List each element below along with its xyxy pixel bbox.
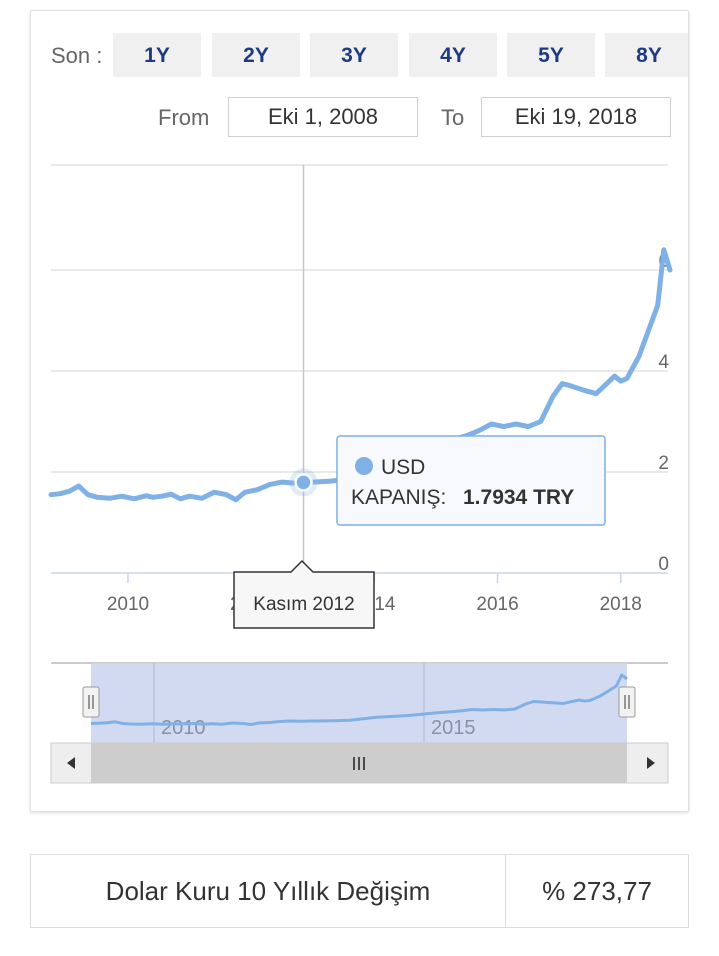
from-label: From bbox=[158, 105, 210, 130]
tooltip-series-marker bbox=[355, 457, 373, 475]
highlight-point[interactable] bbox=[294, 473, 313, 492]
navigator-label-2010: 2010 bbox=[161, 717, 206, 739]
x-tick-label-2010: 2010 bbox=[107, 594, 149, 615]
scroll-right-arrow-icon[interactable] bbox=[647, 757, 655, 769]
tooltip-series-name: USD bbox=[381, 456, 425, 479]
navigator-series-line bbox=[90, 673, 628, 726]
tooltip-value: 1.7934 TRY bbox=[463, 486, 574, 509]
x-tick-label-2018: 2018 bbox=[600, 594, 642, 615]
summary-value: % 273,77 bbox=[542, 876, 652, 906]
range-button-1y[interactable]: 1Y bbox=[113, 33, 201, 77]
navigator-label-2015: 2015 bbox=[431, 717, 476, 739]
tooltip-value-label: KAPANIŞ: bbox=[351, 486, 446, 509]
range-button-5y[interactable]: 5Y bbox=[507, 33, 595, 77]
summary-label: Dolar Kuru 10 Yıllık Değişim bbox=[31, 855, 506, 927]
scrollbar[interactable]: III bbox=[50, 742, 669, 784]
summary-table: Dolar Kuru 10 Yıllık Değişim % 273,77 bbox=[30, 854, 689, 928]
range-button-8y[interactable]: 8Y bbox=[605, 33, 688, 77]
tooltip: USD KAPANIŞ: 1.7934 TRY bbox=[336, 435, 606, 526]
range-button-3y[interactable]: 3Y bbox=[310, 33, 398, 77]
navigator-left-handle[interactable] bbox=[82, 686, 100, 718]
y-tick-label-0: 0 bbox=[658, 554, 669, 575]
navigator[interactable]: 2010 2015 bbox=[51, 662, 668, 743]
date-flag: Kasım 2012 bbox=[233, 559, 375, 629]
from-date-input[interactable]: Eki 1, 2008 bbox=[228, 97, 418, 137]
range-label: Son : bbox=[51, 43, 103, 68]
date-flag-label: Kasım 2012 bbox=[253, 594, 354, 615]
chart-card: Son : 1Y 2Y 3Y 4Y 5Y 8Y From Eki 1, 2008… bbox=[30, 10, 689, 812]
to-label: To bbox=[441, 105, 465, 130]
range-button-4y[interactable]: 4Y bbox=[409, 33, 497, 77]
range-button-2y[interactable]: 2Y bbox=[212, 33, 300, 77]
scrollbar-thumb[interactable] bbox=[91, 743, 627, 783]
scrollbar-grip: III bbox=[351, 754, 366, 774]
y-tick-label-4: 4 bbox=[658, 352, 669, 373]
navigator-right-handle[interactable] bbox=[618, 686, 636, 718]
x-tick-label-2016: 2016 bbox=[476, 594, 518, 615]
scroll-left-arrow-icon[interactable] bbox=[67, 757, 75, 769]
to-date-input[interactable]: Eki 19, 2018 bbox=[481, 97, 671, 137]
y-tick-label-2: 2 bbox=[658, 453, 669, 474]
range-selector: Son : 1Y 2Y 3Y 4Y 5Y 8Y bbox=[31, 33, 688, 77]
